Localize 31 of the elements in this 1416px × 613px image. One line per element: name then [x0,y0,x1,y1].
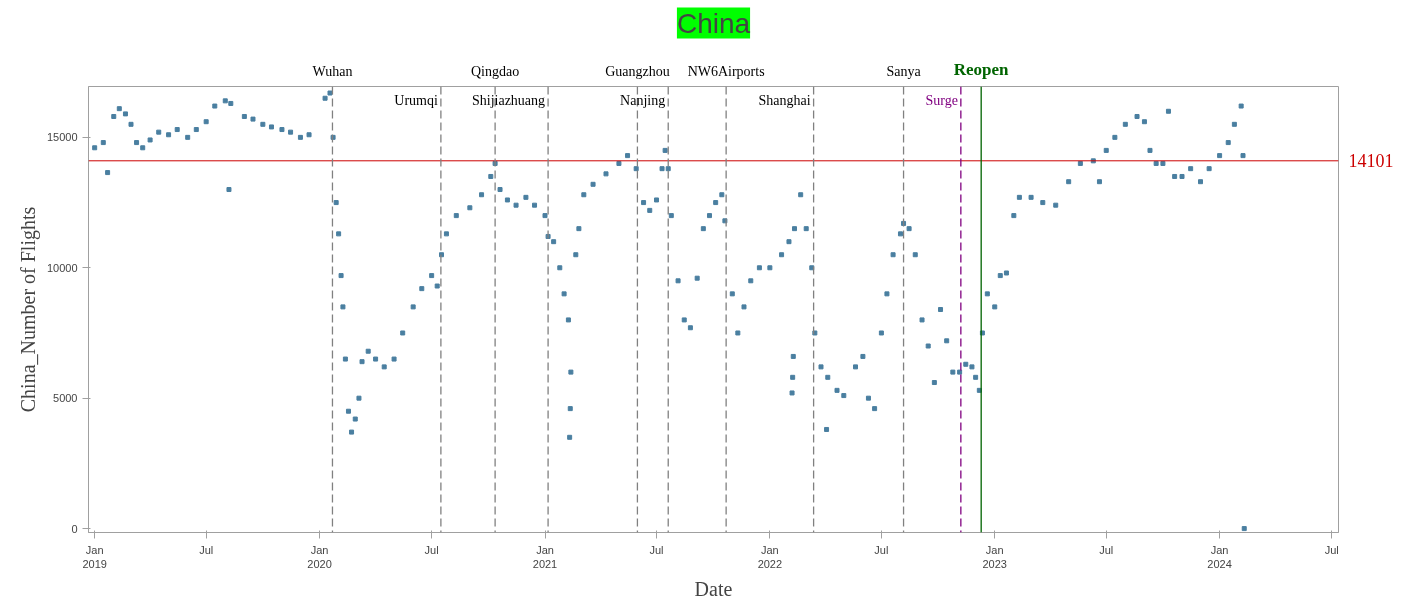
y-tick-label: 5000 [53,392,78,405]
chart-title: China [676,7,751,39]
ref-line-label: Nanjing [620,92,666,108]
y-tick-label: 0 [71,522,78,535]
ref-line-label: Surge [925,92,958,108]
x-tick-label: Jan 2019 [82,543,107,570]
y-axis-title: China_Number of Flights [16,206,40,413]
x-tick-label: Jul [874,543,889,556]
ref-line-label: Sanya [886,63,922,79]
ref-line-label: Guangzhou [605,63,670,79]
ref-line-label: Shijiazhuang [471,92,546,108]
x-tick-label: Jul [1324,543,1339,556]
y-tick-label: 10000 [46,261,78,274]
ref-line-label: Wuhan [312,63,353,79]
x-tick-label: Jul [199,543,214,556]
ref-line-label: 14101 [1348,151,1394,172]
ref-line-label: NW6Airports [687,63,765,79]
ref-line-label: Shanghai [758,92,811,108]
y-tick-label: 15000 [46,131,78,144]
ref-line-label: Reopen [953,59,1010,79]
x-axis-title: Date [694,577,733,600]
x-tick-label: Jan 2024 [1207,543,1232,570]
x-tick-label: Jul [424,543,439,556]
x-tick-label: Jan 2020 [307,543,332,570]
x-tick-label: Jul [1099,543,1114,556]
ref-line-label: Qingdao [471,63,520,79]
x-tick-label: Jan 2023 [982,543,1007,570]
ref-line-label: Urumqi [394,92,438,108]
x-tick-label: Jan 2021 [532,543,558,570]
x-tick-label: Jul [649,543,664,556]
x-tick-label: Jan 2022 [757,543,783,570]
